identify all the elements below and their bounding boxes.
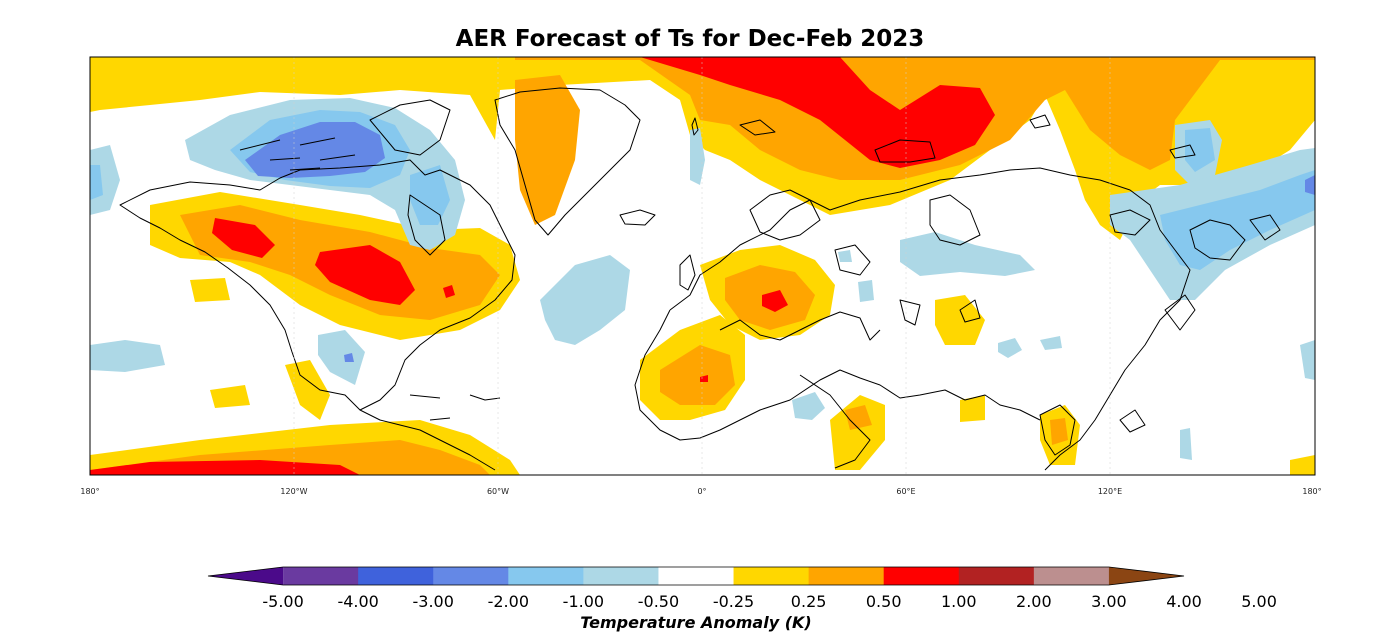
colorbar-tick-label: -2.00: [488, 592, 529, 611]
colorbar-tick-labels: -5.00 -4.00 -3.00 -2.00 -1.00 -0.50 -0.25 0.25 0…: [262, 592, 1277, 611]
colorbar-segment: [283, 567, 359, 585]
colorbar: [207, 566, 1185, 586]
colorbar-segment: [1033, 567, 1110, 585]
colorbar-segment: [208, 567, 284, 585]
colorbar-tick-label: 3.00: [1091, 592, 1127, 611]
coastlines: [119, 87, 1281, 471]
colorbar-segment: [808, 567, 885, 585]
lon-label: 0°: [697, 487, 706, 496]
colorbar-tick-label: -0.50: [638, 592, 679, 611]
colorbar-tick-label: -3.00: [413, 592, 454, 611]
lon-label: 120°E: [1098, 487, 1122, 496]
colorbar-segment: [733, 567, 810, 585]
colorbar-segment: [883, 567, 960, 585]
colorbar-title: Temperature Anomaly (K): [580, 613, 811, 632]
colorbar-tick-label: 2.00: [1016, 592, 1052, 611]
colorbar-segment: [658, 567, 735, 585]
colorbar-tick-label: -0.25: [713, 592, 754, 611]
lon-label: 60°E: [896, 487, 915, 496]
colorbar-tick-label: 4.00: [1166, 592, 1202, 611]
colorbar-tick-label: 0.25: [791, 592, 827, 611]
map-frame: [89, 56, 1316, 476]
colorbar-outline: [207, 566, 1185, 586]
lon-label: 180°: [80, 487, 99, 496]
colorbar-tick-label: 0.50: [866, 592, 902, 611]
longitude-labels: 180° 120°W 60°W 0° 60°E 120°E 180°: [80, 487, 1321, 496]
lon-label: 60°W: [487, 487, 509, 496]
lon-label: 120°W: [280, 487, 307, 496]
lon-label: 180°: [1302, 487, 1321, 496]
colorbar-tick-label: -4.00: [337, 592, 378, 611]
colorbar-segment: [958, 567, 1035, 585]
map-panel: [90, 57, 1315, 475]
colorbar-segment: [1108, 567, 1184, 585]
colorbar-segment: [433, 567, 509, 585]
colorbar-tick-label: 5.00: [1241, 592, 1277, 611]
colorbar-segment: [358, 567, 434, 585]
map-title: AER Forecast of Ts for Dec-Feb 2023: [455, 26, 925, 52]
colorbar-tick-label: -1.00: [563, 592, 604, 611]
colorbar-tick-label: 1.00: [941, 592, 977, 611]
anomaly-blue: [245, 122, 1315, 362]
colorbar-segment: [508, 567, 584, 585]
colorbar-tick-label: -5.00: [262, 592, 303, 611]
colorbar-segment: [583, 567, 659, 585]
